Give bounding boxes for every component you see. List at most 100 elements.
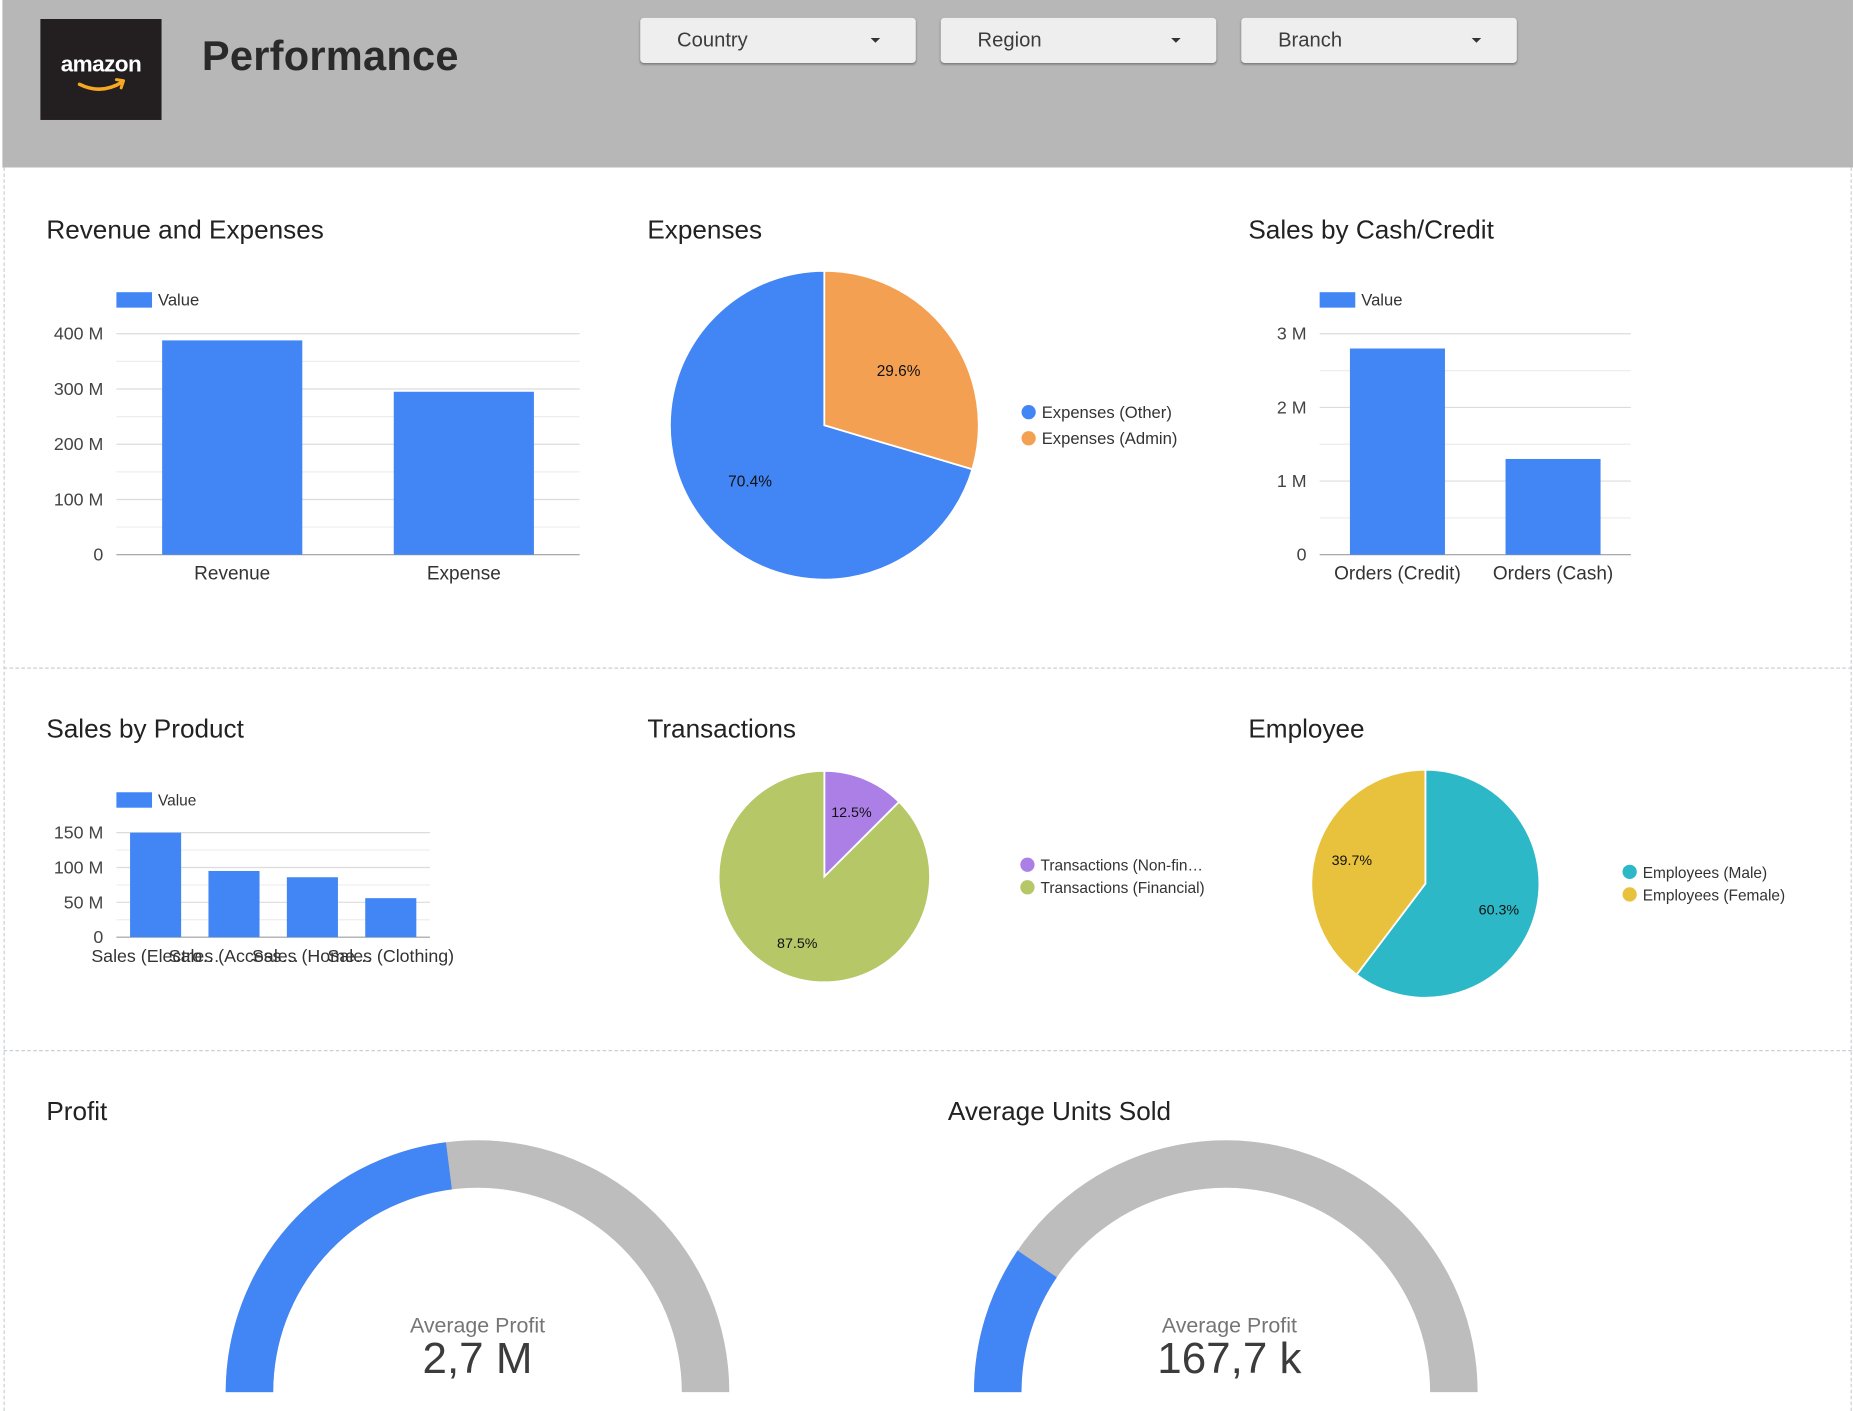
y-tick-label: 200 M: [54, 434, 103, 454]
row-divider: [3, 667, 1852, 669]
profit-gauge: [225, 1140, 730, 1393]
region-filter-label: Region: [977, 28, 1042, 52]
legend-swatch: [116, 292, 153, 308]
legend-label: Employees (Female): [1643, 887, 1785, 904]
legend-label: Value: [158, 792, 196, 809]
y-tick-label: 400 M: [54, 324, 103, 344]
profit-gauge-caption: Average Profit: [409, 1313, 546, 1338]
page-border-left: [3, 167, 5, 1411]
bar: [286, 877, 338, 938]
transactions-title: Transactions: [647, 713, 796, 744]
legend-label: Transactions (Non-fin…: [1041, 858, 1203, 875]
x-category-label: Sales (Clothing): [327, 946, 454, 966]
bar: [365, 898, 417, 938]
gauge-fill: [973, 1250, 1057, 1393]
row-divider: [3, 1050, 1852, 1052]
y-tick-label: 300 M: [54, 379, 103, 399]
cash-credit-chart: 0 1 M 2 M 3 M Value Orders (Credit) Orders (Ca…: [1277, 290, 1631, 585]
pie-value-label: 12.5%: [831, 805, 872, 821]
bar: [1505, 458, 1601, 555]
branch-filter-label: Branch: [1278, 28, 1343, 52]
pie-value-label: 39.7%: [1332, 853, 1373, 869]
units-gauge-caption: Average Profit: [1161, 1313, 1297, 1338]
legend-label: Expenses (Admin): [1042, 429, 1178, 448]
pie-value-label: 29.6%: [877, 363, 921, 380]
gauge-track: [973, 1140, 1478, 1393]
chevron-down-icon: [870, 38, 881, 43]
logo-wordmark: amazon: [60, 52, 142, 78]
pie-value-label: 60.3%: [1479, 902, 1520, 918]
y-tick-label: 0: [93, 927, 103, 947]
profit-gauge-value: 2,7 M: [422, 1333, 533, 1383]
x-category-label: Sales (Access…: [169, 946, 300, 966]
pie-slice: [823, 269, 980, 471]
y-tick-label: 0: [93, 545, 103, 565]
pie-value-label: 70.4%: [728, 474, 772, 491]
expenses-chart: 70.4% 29.6% Expenses (Other) Expenses (Admi…: [669, 269, 1178, 581]
legend-dot: [1622, 864, 1637, 879]
expenses-title: Expenses: [647, 214, 763, 245]
branch-filter-dropdown[interactable]: Branch: [1241, 17, 1517, 63]
revenue-expenses-chart: 0 100 M 200 M 300 M 400 M Value Revenue Expense: [54, 290, 580, 585]
transactions-chart: 12.5% 87.5% Transactions (Non-fin… Transact…: [717, 769, 1205, 984]
units-gauge: [973, 1140, 1478, 1393]
pie-slice: [717, 769, 931, 984]
y-tick-label: 50 M: [64, 892, 104, 912]
pie-slice: [1355, 768, 1541, 999]
legend-dot: [1021, 431, 1036, 446]
y-tick-label: 100 M: [54, 857, 103, 877]
legend-label: Transactions (Financial): [1041, 880, 1205, 897]
legend-swatch: [116, 792, 153, 808]
page-title: Performance: [201, 33, 459, 80]
x-category-label: Revenue: [194, 564, 270, 585]
chevron-down-icon: [1171, 38, 1181, 43]
legend-dot: [1622, 887, 1637, 902]
bar: [130, 832, 182, 938]
cash-credit-title: Sales by Cash/Credit: [1248, 214, 1494, 245]
legend-swatch: [1319, 292, 1356, 308]
profit-title: Profit: [46, 1096, 108, 1127]
units-gauge-value: 167,7 k: [1157, 1333, 1302, 1383]
x-category-label: Orders (Credit): [1334, 564, 1461, 585]
bar: [162, 340, 303, 555]
dashboard-header: [2, 0, 1853, 168]
employee-chart: 60.3% 39.7% Employees (Male) Employees (Fem…: [1310, 768, 1785, 999]
y-tick-label: 1 M: [1277, 471, 1307, 491]
chevron-down-icon: [1471, 38, 1482, 43]
smile-arrow-icon: [77, 78, 126, 91]
legend-label: Expenses (Other): [1042, 403, 1172, 422]
gauge-fill: [225, 1142, 452, 1393]
x-category-label: Expense: [427, 564, 501, 585]
country-filter-dropdown[interactable]: Country: [640, 17, 916, 63]
legend-dot: [1020, 880, 1035, 895]
pie-value-label: 87.5%: [777, 936, 818, 952]
x-category-label: Sales (Home…: [252, 946, 373, 966]
sales-product-title: Sales by Product: [46, 713, 244, 744]
country-filter-label: Country: [677, 28, 748, 52]
legend-label: Value: [158, 290, 199, 309]
pie-slice: [669, 269, 974, 581]
units-title: Average Units Sold: [947, 1096, 1172, 1127]
y-tick-label: 100 M: [54, 489, 103, 509]
legend-dot: [1020, 857, 1035, 872]
x-category-label: Orders (Cash): [1493, 564, 1613, 585]
amazon-logo: amazon: [40, 19, 162, 120]
employee-title: Employee: [1248, 713, 1365, 744]
y-tick-label: 3 M: [1277, 324, 1307, 344]
x-category-label: Sales (Electro…: [91, 946, 220, 966]
pie-slice: [823, 769, 901, 879]
legend-dot: [1021, 405, 1036, 420]
bar: [393, 391, 534, 555]
y-tick-label: 0: [1297, 545, 1307, 565]
y-tick-label: 2 M: [1277, 397, 1307, 417]
y-tick-label: 150 M: [54, 823, 103, 843]
page-border-right: [1850, 167, 1852, 1411]
pie-slice: [1310, 768, 1427, 976]
region-filter-dropdown[interactable]: Region: [940, 17, 1217, 63]
legend-label: Employees (Male): [1643, 865, 1767, 882]
revenue-expenses-title: Revenue and Expenses: [46, 214, 324, 245]
bar: [208, 870, 260, 938]
legend-label: Value: [1361, 290, 1402, 309]
bar: [1349, 348, 1445, 555]
